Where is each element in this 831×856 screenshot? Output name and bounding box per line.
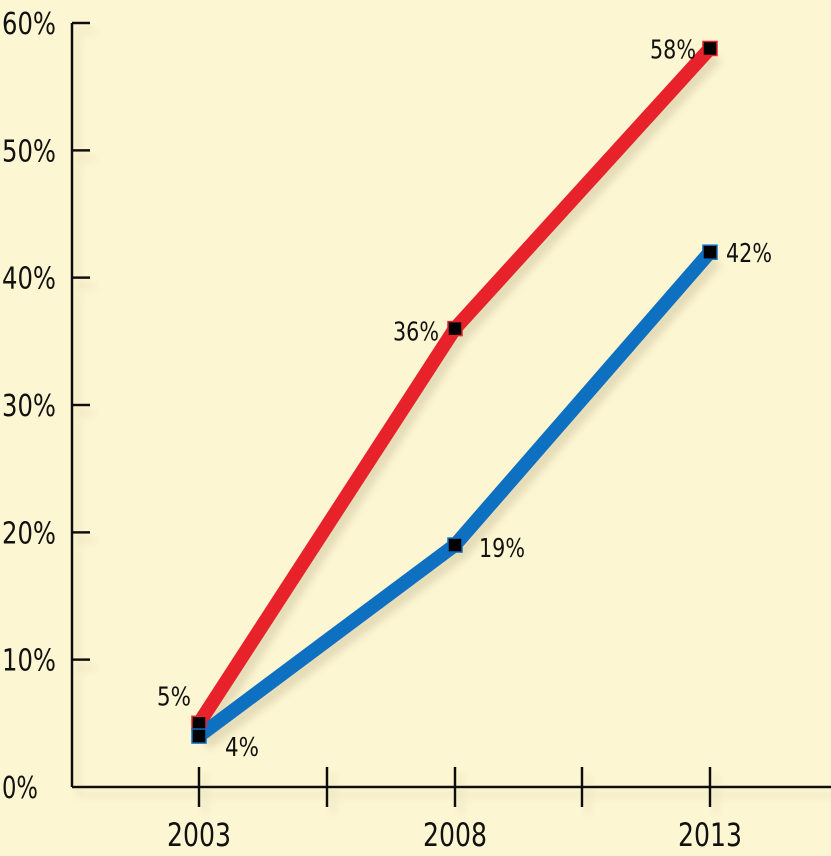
data-point-marker <box>191 715 207 732</box>
x-tick-label: 2008 <box>423 816 487 852</box>
data-point-marker <box>191 728 207 744</box>
axes <box>70 21 831 807</box>
y-tick-label: 0% <box>2 771 38 806</box>
data-label: 58% <box>650 35 696 65</box>
data-point-marker <box>702 244 718 260</box>
x-tick-label: 2003 <box>167 816 231 852</box>
tick-labels: 0% 10% 20% 30% 40% 50% 60% 2003 2008 2013 <box>2 7 742 854</box>
series-line-0 <box>193 43 716 728</box>
data-label: 5% <box>157 682 191 712</box>
data-label: 36% <box>393 318 439 348</box>
data-label: 42% <box>726 239 772 269</box>
data-point-marker <box>447 320 463 337</box>
y-tick-label: 50% <box>2 134 56 169</box>
series-lines <box>193 43 716 742</box>
y-tick-label: 60% <box>2 7 56 42</box>
y-tick-label: 40% <box>2 262 56 297</box>
data-label: 4% <box>225 733 259 763</box>
data-label: 19% <box>479 534 525 564</box>
data-markers <box>191 40 718 744</box>
y-tick-label: 20% <box>2 516 56 551</box>
data-labels: 5% 36% 58% 4% 19% 42% <box>157 35 772 763</box>
y-tick-label: 10% <box>2 644 56 679</box>
y-tick-label: 30% <box>2 389 56 424</box>
x-tick-label: 2013 <box>678 816 742 852</box>
data-point-marker <box>702 40 718 57</box>
data-point-marker <box>447 537 463 553</box>
